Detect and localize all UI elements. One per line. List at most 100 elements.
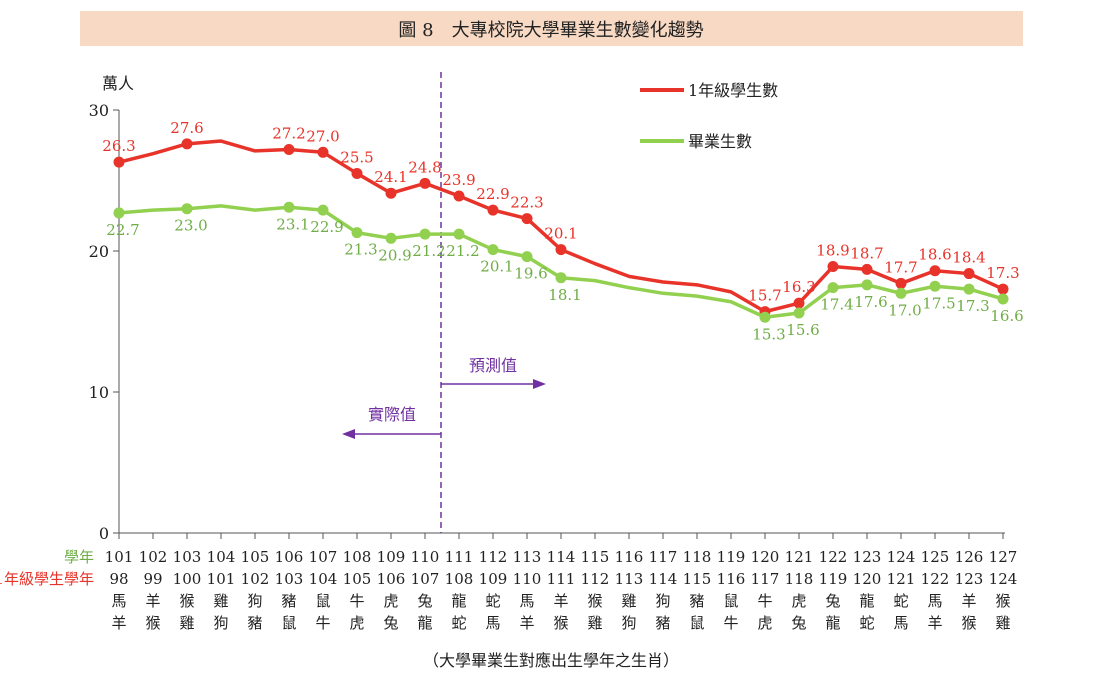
series-2-data-label: 22.9 bbox=[310, 218, 343, 236]
zodiac-2-label: 羊 bbox=[519, 614, 534, 632]
zodiac-1-label: 雞 bbox=[213, 592, 228, 610]
series-2-data-label: 17.3 bbox=[956, 297, 989, 315]
series-2-point bbox=[453, 228, 465, 240]
zodiac-2-label: 龍 bbox=[825, 614, 840, 632]
series-1-data-label: 20.1 bbox=[544, 225, 577, 243]
series-1-point bbox=[929, 265, 941, 277]
series-1-data-label: 17.7 bbox=[884, 258, 917, 276]
birth-year-label: 101 bbox=[207, 570, 236, 588]
y-tick-label: 10 bbox=[89, 383, 109, 402]
birth-year-label: 113 bbox=[615, 570, 644, 588]
year-label: 117 bbox=[649, 548, 678, 566]
birth-year-label: 108 bbox=[445, 570, 474, 588]
series-2-point bbox=[521, 251, 533, 263]
series-2-data-label: 17.5 bbox=[922, 294, 955, 312]
series-1-point bbox=[555, 244, 567, 256]
series-1-point bbox=[793, 297, 805, 309]
birth-year-label: 104 bbox=[309, 570, 338, 588]
y-tick-label: 20 bbox=[89, 242, 109, 261]
series-2-point bbox=[929, 280, 941, 292]
year-label: 126 bbox=[955, 548, 984, 566]
series-1-data-label: 24.1 bbox=[374, 168, 407, 186]
row-label-year: 學年 bbox=[64, 548, 94, 566]
zodiac-2-label: 豬 bbox=[655, 614, 670, 632]
zodiac-1-label: 兔 bbox=[417, 592, 432, 610]
zodiac-2-label: 兔 bbox=[383, 614, 398, 632]
year-label: 120 bbox=[751, 548, 780, 566]
year-label: 113 bbox=[513, 548, 542, 566]
series-1-point bbox=[895, 277, 907, 289]
series-2-data-label: 17.6 bbox=[854, 293, 887, 311]
year-label: 116 bbox=[615, 548, 644, 566]
zodiac-1-label: 虎 bbox=[383, 592, 398, 610]
year-label: 104 bbox=[207, 548, 236, 566]
series-2-data-label: 15.6 bbox=[786, 321, 819, 339]
series-2-data-label: 23.0 bbox=[174, 217, 207, 235]
year-label: 101 bbox=[105, 548, 134, 566]
series-2-point bbox=[895, 287, 907, 299]
zodiac-1-label: 牛 bbox=[757, 592, 772, 610]
zodiac-1-label: 虎 bbox=[791, 592, 806, 610]
series-2-point bbox=[351, 227, 363, 239]
zodiac-2-label: 雞 bbox=[179, 614, 194, 632]
year-label: 106 bbox=[275, 548, 304, 566]
zodiac-2-label: 蛇 bbox=[451, 614, 466, 632]
legend-label-2: 畢業生數 bbox=[688, 132, 752, 151]
zodiac-2-label: 雞 bbox=[587, 614, 602, 632]
category-rows: 101 102 103 104 105 106 107 108 109 110 111 112 113 1… bbox=[105, 548, 1018, 632]
zodiac-2-label: 猴 bbox=[961, 614, 976, 632]
series-2-point bbox=[317, 204, 329, 216]
zodiac-1-label: 馬 bbox=[111, 592, 126, 610]
series-1-point bbox=[997, 283, 1009, 295]
series-2-data-label: 16.6 bbox=[990, 307, 1023, 325]
series-2-point bbox=[759, 311, 771, 323]
series-1-data-label: 22.9 bbox=[476, 185, 509, 203]
series-1-data-label: 17.3 bbox=[986, 264, 1019, 282]
row-label-birth-year: 1年級學生學年 bbox=[0, 570, 94, 588]
series-2-data-label: 20.9 bbox=[378, 246, 411, 264]
series-1-point bbox=[385, 187, 397, 199]
series-1-point bbox=[283, 143, 295, 155]
zodiac-2-label: 羊 bbox=[927, 614, 942, 632]
zodiac-1-label: 龍 bbox=[859, 592, 874, 610]
birth-year-label: 118 bbox=[785, 570, 814, 588]
series-2-point bbox=[113, 207, 125, 219]
series-1-data-label: 18.4 bbox=[952, 249, 985, 267]
series-2-point bbox=[861, 279, 873, 291]
actual-arrow-head bbox=[342, 429, 355, 439]
year-label: 102 bbox=[139, 548, 168, 566]
year-label: 110 bbox=[411, 548, 440, 566]
zodiac-1-label: 狗 bbox=[655, 592, 670, 610]
zodiac-1-label: 猴 bbox=[995, 592, 1010, 610]
zodiac-1-label: 猴 bbox=[587, 592, 602, 610]
year-label: 125 bbox=[921, 548, 950, 566]
year-label: 121 bbox=[785, 548, 814, 566]
series-1-data-label: 24.8 bbox=[408, 158, 441, 176]
birth-year-label: 116 bbox=[717, 570, 746, 588]
birth-year-label: 123 bbox=[955, 570, 984, 588]
series-1-point bbox=[963, 268, 975, 280]
year-label: 114 bbox=[547, 548, 576, 566]
series-2-data-label: 17.4 bbox=[820, 296, 853, 314]
zodiac-1-label: 蛇 bbox=[485, 592, 500, 610]
year-label: 115 bbox=[581, 548, 610, 566]
zodiac-2-label: 狗 bbox=[621, 614, 636, 632]
zodiac-1-label: 馬 bbox=[519, 592, 534, 610]
legend-label-1: 1年級學生數 bbox=[688, 81, 778, 100]
legend: 1年級學生數 畢業生數 bbox=[640, 81, 778, 151]
birth-year-label: 115 bbox=[683, 570, 712, 588]
series-1-point bbox=[861, 263, 873, 275]
data-labels: 26.327.6 27.2 27.025.524.124.823.922.9 22.3… bbox=[102, 119, 1023, 343]
zodiac-1-label: 羊 bbox=[961, 592, 976, 610]
series-1-point bbox=[181, 138, 193, 150]
zodiac-2-label: 虎 bbox=[349, 614, 364, 632]
zodiac-2-label: 虎 bbox=[757, 614, 772, 632]
series-1-data-label: 26.3 bbox=[102, 137, 135, 155]
zodiac-1-label: 牛 bbox=[349, 592, 364, 610]
zodiac-1-label: 猴 bbox=[179, 592, 194, 610]
series-1-point bbox=[351, 167, 363, 179]
birth-year-label: 120 bbox=[853, 570, 882, 588]
forecast-label: 預測值 bbox=[469, 356, 517, 375]
zodiac-2-label: 猴 bbox=[553, 614, 568, 632]
series-2-data-label: 23.1 bbox=[276, 215, 309, 233]
